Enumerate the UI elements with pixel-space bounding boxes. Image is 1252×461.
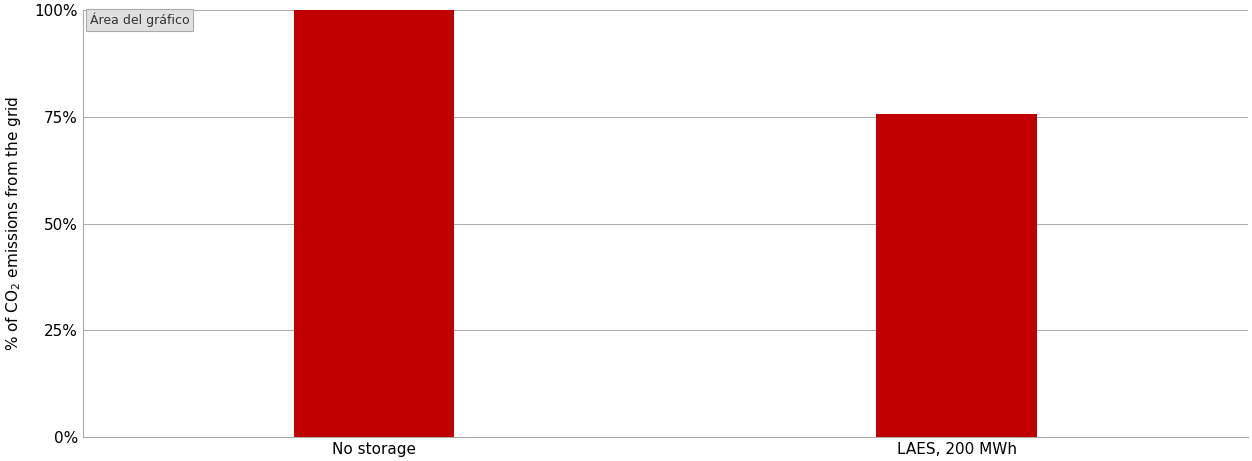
Y-axis label: % of CO$_2$ emissions from the grid: % of CO$_2$ emissions from the grid xyxy=(4,96,24,351)
Text: Área del gráfico: Área del gráfico xyxy=(90,13,189,28)
Bar xyxy=(876,114,1037,437)
Bar xyxy=(294,10,454,437)
